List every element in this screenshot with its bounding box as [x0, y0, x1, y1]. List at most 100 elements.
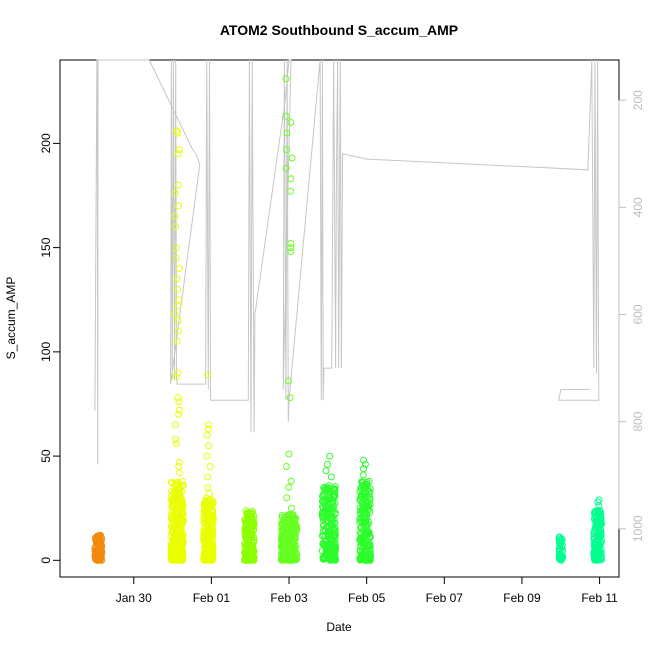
data-point	[595, 496, 603, 504]
data-point	[592, 507, 599, 515]
data-point	[319, 554, 327, 561]
y-tick-label: 50	[39, 449, 53, 463]
y-axis: 0 50 100 150 200	[39, 133, 61, 564]
data-point	[292, 523, 300, 531]
data-point	[283, 556, 291, 564]
data-point	[247, 512, 255, 520]
data-point	[557, 556, 565, 564]
data-point	[175, 463, 183, 470]
data-point	[330, 492, 338, 500]
data-point	[359, 498, 367, 506]
data-point	[595, 551, 603, 559]
y-tick-label: 200	[39, 133, 53, 153]
data-point	[178, 550, 186, 558]
data-point	[175, 296, 183, 304]
data-point	[98, 556, 106, 564]
data-point	[204, 483, 212, 491]
data-point	[282, 112, 290, 120]
data-point	[323, 460, 331, 468]
y2-tick-label: 1000	[631, 515, 645, 542]
data-point	[287, 175, 295, 183]
data-point	[286, 534, 293, 542]
data-point	[288, 154, 296, 162]
data-point	[209, 543, 217, 551]
data-point	[172, 435, 180, 443]
right-axis-series	[94, 59, 600, 465]
data-point	[282, 463, 290, 470]
data-point	[326, 547, 334, 555]
data-point	[286, 394, 294, 402]
data-point	[171, 212, 179, 220]
scatter-points	[91, 75, 605, 564]
data-point	[360, 456, 367, 464]
chart-title: ATOM2 Southbound S_accum_AMP	[220, 22, 458, 38]
data-point	[361, 518, 369, 526]
data-point	[169, 545, 177, 553]
data-point	[287, 523, 295, 530]
data-point	[293, 525, 301, 533]
data-point	[175, 181, 182, 189]
data-point	[318, 547, 326, 555]
data-point	[279, 520, 287, 528]
data-point	[171, 490, 179, 498]
data-point	[326, 452, 334, 460]
data-point	[555, 534, 563, 542]
data-point	[91, 544, 99, 552]
data-point	[169, 536, 177, 543]
y-tick-label: 100	[39, 342, 53, 362]
right-series-line	[94, 59, 600, 465]
data-point	[358, 483, 366, 491]
data-point	[325, 533, 332, 541]
data-point	[203, 431, 211, 439]
data-point	[329, 547, 337, 555]
data-point	[208, 556, 216, 564]
data-point	[171, 310, 179, 318]
data-point	[358, 505, 366, 513]
right-y-axis: 200 400 600 800 1000	[618, 90, 645, 542]
data-point	[366, 488, 374, 496]
data-point	[242, 527, 250, 535]
data-point	[175, 146, 183, 154]
data-point	[323, 519, 331, 527]
data-point	[204, 473, 212, 481]
data-point	[320, 490, 327, 498]
data-point	[248, 519, 255, 527]
data-point	[95, 556, 103, 564]
data-point	[202, 537, 209, 545]
data-point	[557, 538, 565, 546]
data-point	[207, 525, 215, 533]
data-point	[171, 507, 179, 514]
data-point	[174, 546, 182, 554]
data-point	[172, 244, 180, 252]
data-point	[278, 524, 285, 532]
data-point	[174, 150, 182, 158]
y-axis-label: S_accum_AMP	[4, 277, 18, 360]
x-axis: Jan 30 Feb 01 Feb 03 Feb 05 Feb 07 Feb 09 Feb …	[116, 576, 618, 605]
data-point	[287, 519, 295, 527]
data-point	[174, 302, 182, 310]
data-point	[200, 502, 208, 510]
data-point	[172, 440, 180, 448]
data-point	[285, 450, 293, 458]
data-point	[171, 189, 179, 197]
x-tick-label: Feb 03	[270, 591, 308, 605]
data-point	[173, 275, 181, 283]
data-point	[244, 556, 252, 564]
data-point	[179, 510, 187, 518]
x-tick-label: Feb 09	[503, 591, 541, 605]
data-point	[282, 164, 290, 172]
data-point	[324, 517, 332, 525]
data-point	[358, 552, 365, 560]
data-point	[321, 525, 329, 533]
data-point	[248, 548, 256, 556]
data-point	[204, 425, 212, 433]
data-point	[597, 511, 604, 519]
data-point	[331, 542, 338, 550]
data-point	[287, 119, 295, 126]
data-point	[172, 421, 179, 429]
data-point	[321, 500, 329, 508]
data-point	[590, 540, 598, 548]
y2-tick-label: 800	[631, 411, 645, 431]
data-point	[322, 467, 330, 475]
data-point	[364, 540, 372, 548]
